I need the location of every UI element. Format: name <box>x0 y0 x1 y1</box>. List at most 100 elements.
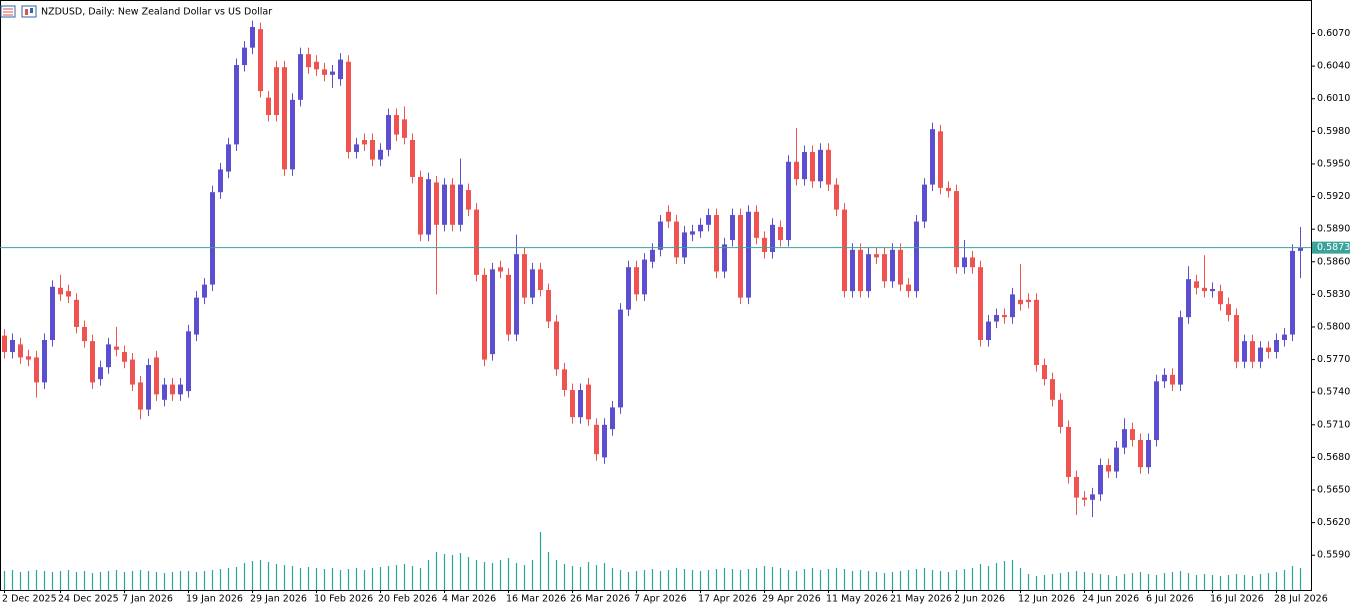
candle-body <box>2 335 7 352</box>
candle-body <box>786 161 791 241</box>
candle-body <box>770 224 775 252</box>
y-tick-label: 0.5890 <box>1317 224 1350 235</box>
candle-body <box>130 359 135 385</box>
x-tick-label: 7 Jan 2026 <box>122 594 173 605</box>
candle-body <box>466 190 471 210</box>
y-tick-label: 0.5680 <box>1317 452 1350 463</box>
candle-body <box>882 254 887 282</box>
candle-body <box>658 221 663 250</box>
candle-body <box>546 290 551 322</box>
candle-body <box>954 191 959 268</box>
candle-body <box>778 226 783 241</box>
candle-body <box>578 390 583 418</box>
candle-body <box>890 249 895 282</box>
candle-body <box>818 149 823 182</box>
x-tick-label: 19 Jan 2026 <box>186 594 243 605</box>
candle-body <box>474 209 479 275</box>
candle-body <box>642 259 647 295</box>
candle-body <box>1202 287 1207 292</box>
y-tick-label: 0.5830 <box>1317 289 1350 300</box>
candle-body <box>490 269 495 355</box>
candle-body <box>218 169 223 193</box>
candle-body <box>290 99 295 170</box>
candle-body <box>682 232 687 258</box>
candle-body <box>258 29 263 92</box>
candle-body <box>1074 476 1079 498</box>
candle-body <box>1034 299 1039 366</box>
candle-body <box>1234 315 1239 362</box>
x-tick-label: 2 Dec 2025 <box>2 594 57 605</box>
candle-body <box>522 254 527 298</box>
candle-body <box>1090 494 1095 500</box>
candle-body <box>1258 347 1263 362</box>
candle-body <box>1194 281 1199 288</box>
candle-body <box>898 249 903 285</box>
candle-body <box>338 59 343 80</box>
candle-body <box>962 257 967 268</box>
candle-body <box>1226 304 1231 316</box>
x-tick-label: 16 Jul 2026 <box>1210 594 1264 605</box>
candle-body <box>314 61 319 70</box>
candle-body <box>826 149 831 185</box>
candle-body <box>994 315 999 322</box>
candle-body <box>794 161 799 180</box>
y-tick-label: 0.6040 <box>1317 61 1350 72</box>
candle-body <box>66 291 71 297</box>
candle-body <box>386 115 391 150</box>
x-tick-label: 10 Feb 2026 <box>314 594 373 605</box>
x-tick-label: 26 Mar 2026 <box>570 594 630 605</box>
x-tick-label: 28 Jul 2026 <box>1274 594 1328 605</box>
candle-body <box>250 26 255 48</box>
candle-body <box>514 254 519 335</box>
candle-body <box>746 211 751 298</box>
candle-body <box>1002 315 1007 318</box>
y-tick-label: 0.5860 <box>1317 256 1350 267</box>
y-tick-label: 0.6070 <box>1317 28 1350 39</box>
x-tick-label: 24 Dec 2025 <box>58 594 119 605</box>
candle-body <box>1178 317 1183 385</box>
candle-body <box>1114 447 1119 472</box>
y-tick-label: 0.5710 <box>1317 419 1350 430</box>
candle-body <box>722 244 727 272</box>
x-tick-label: 17 Apr 2026 <box>698 594 757 605</box>
candle-body <box>450 184 455 225</box>
x-tick-label: 7 Apr 2026 <box>634 594 687 605</box>
candle-body <box>706 215 711 225</box>
candle-body <box>674 221 679 258</box>
candle-body <box>738 215 743 298</box>
candle-body <box>242 47 247 66</box>
candle-body <box>362 140 367 145</box>
candle-body <box>850 249 855 292</box>
candle-body <box>322 69 327 75</box>
plot-frame <box>0 0 1312 591</box>
candle-body <box>618 309 623 408</box>
candle-body <box>714 215 719 272</box>
candle-body <box>370 140 375 160</box>
candle-body <box>538 269 543 291</box>
x-tick-label: 29 Jan 2026 <box>250 594 307 605</box>
candle-body <box>842 209 847 292</box>
current-price-box <box>1312 241 1350 254</box>
candle-body <box>1146 440 1151 468</box>
y-tick-label: 0.5650 <box>1317 485 1350 496</box>
y-tick-label: 0.5980 <box>1317 126 1350 137</box>
candle-body <box>1186 279 1191 318</box>
candle-body <box>1218 291 1223 305</box>
candle-body <box>506 274 511 335</box>
toolbar-icons <box>0 5 37 18</box>
y-tick-label: 0.5920 <box>1317 191 1350 202</box>
candle-body <box>90 341 95 383</box>
candle-body <box>162 384 167 400</box>
candle-body <box>802 151 807 180</box>
x-tick-label: 2 Jun 2026 <box>954 594 1005 605</box>
y-tick-label: 0.5770 <box>1317 354 1350 365</box>
candle-body <box>1138 440 1143 468</box>
candle-body <box>698 224 703 232</box>
candle-body <box>186 331 191 392</box>
x-tick-label: 12 Jun 2026 <box>1018 594 1075 605</box>
candle-body <box>50 286 55 341</box>
y-tick-label: 0.5740 <box>1317 387 1350 398</box>
candle-body <box>986 321 991 341</box>
candle-body <box>530 269 535 298</box>
